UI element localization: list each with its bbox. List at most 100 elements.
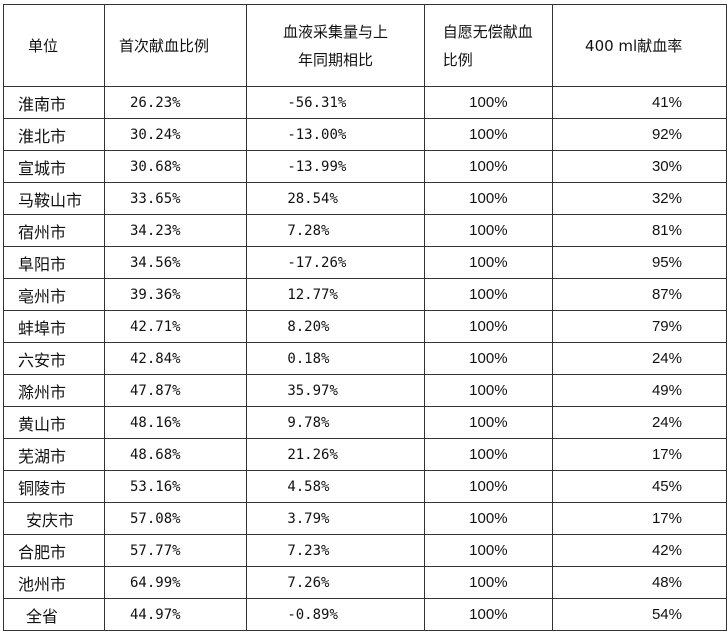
- cell-ml400: 92%: [552, 118, 727, 151]
- cell-first-ratio: 26.23%: [103, 86, 248, 119]
- cell-collection: -0.89%: [246, 598, 425, 631]
- cell-ml400: 32%: [552, 182, 727, 215]
- cell-voluntary: 100%: [423, 534, 554, 567]
- header-ml400-rate: 400 ml献血率: [552, 4, 727, 87]
- cell-collection: 7.28%: [246, 214, 425, 247]
- blood-donation-table-container: 单位 首次献血比例 血液采集量与上 年同期相比 自愿无偿献血 比例 400 ml…: [3, 4, 727, 631]
- cell-first-ratio: 57.08%: [103, 502, 248, 535]
- cell-collection: 7.23%: [246, 534, 425, 567]
- table-row: 合肥市 57.77% 7.23% 100% 42%: [3, 534, 727, 567]
- cell-voluntary: 100%: [423, 214, 554, 247]
- cell-first-ratio: 47.87%: [103, 374, 248, 407]
- cell-unit: 黄山市: [3, 406, 105, 439]
- cell-voluntary: 100%: [423, 502, 554, 535]
- table-row: 滁州市 47.87% 35.97% 100% 49%: [3, 374, 727, 407]
- cell-ml400: 49%: [552, 374, 727, 407]
- cell-unit: 阜阳市: [3, 246, 105, 279]
- table-row: 蚌埠市 42.71% 8.20% 100% 79%: [3, 310, 727, 343]
- cell-unit: 亳州市: [3, 278, 105, 311]
- cell-ml400: 17%: [552, 502, 727, 535]
- cell-first-ratio: 42.84%: [103, 342, 248, 375]
- cell-ml400: 48%: [552, 566, 727, 599]
- cell-voluntary: 100%: [423, 566, 554, 599]
- table-row: 亳州市 39.36% 12.77% 100% 87%: [3, 278, 727, 311]
- blood-donation-table: 单位 首次献血比例 血液采集量与上 年同期相比 自愿无偿献血 比例 400 ml…: [3, 4, 727, 631]
- cell-collection: -56.31%: [246, 86, 425, 119]
- cell-first-ratio: 30.24%: [103, 118, 248, 151]
- table-row: 池州市 64.99% 7.26% 100% 48%: [3, 566, 727, 599]
- cell-collection: 7.26%: [246, 566, 425, 599]
- table-row: 芜湖市 48.68% 21.26% 100% 17%: [3, 438, 727, 471]
- cell-voluntary: 100%: [423, 470, 554, 503]
- cell-ml400: 81%: [552, 214, 727, 247]
- cell-collection: -13.99%: [246, 150, 425, 183]
- cell-ml400: 45%: [552, 470, 727, 503]
- cell-unit: 合肥市: [3, 534, 105, 567]
- cell-ml400: 79%: [552, 310, 727, 343]
- cell-unit: 滁州市: [3, 374, 105, 407]
- cell-unit: 宣城市: [3, 150, 105, 183]
- cell-voluntary: 100%: [423, 438, 554, 471]
- header-unit: 单位: [3, 4, 105, 87]
- header-voluntary-line2: 比例: [442, 50, 473, 69]
- cell-unit: 淮南市: [3, 86, 105, 119]
- cell-first-ratio: 39.36%: [103, 278, 248, 311]
- header-voluntary-line1: 自愿无偿献血: [442, 22, 533, 41]
- table-row: 淮南市 26.23% -56.31% 100% 41%: [3, 86, 727, 119]
- cell-voluntary: 100%: [423, 310, 554, 343]
- cell-collection: 12.77%: [246, 278, 425, 311]
- cell-collection: -17.26%: [246, 246, 425, 279]
- cell-unit: 安庆市: [3, 502, 105, 535]
- table-row: 全省 44.97% -0.89% 100% 54%: [3, 598, 727, 631]
- cell-unit: 池州市: [3, 566, 105, 599]
- table-row: 宣城市 30.68% -13.99% 100% 30%: [3, 150, 727, 183]
- header-collection-line2: 年同期相比: [298, 50, 374, 69]
- cell-collection: 28.54%: [246, 182, 425, 215]
- table-row: 安庆市 57.08% 3.79% 100% 17%: [3, 502, 727, 535]
- cell-unit: 全省: [3, 598, 105, 631]
- cell-ml400: 54%: [552, 598, 727, 631]
- header-voluntary: 自愿无偿献血 比例: [423, 4, 554, 87]
- cell-first-ratio: 34.23%: [103, 214, 248, 247]
- cell-ml400: 24%: [552, 342, 727, 375]
- table-header-row: 单位 首次献血比例 血液采集量与上 年同期相比 自愿无偿献血 比例 400 ml…: [3, 4, 727, 87]
- cell-collection: 4.58%: [246, 470, 425, 503]
- cell-voluntary: 100%: [423, 246, 554, 279]
- cell-voluntary: 100%: [423, 598, 554, 631]
- cell-voluntary: 100%: [423, 150, 554, 183]
- cell-collection: 8.20%: [246, 310, 425, 343]
- cell-voluntary: 100%: [423, 278, 554, 311]
- cell-ml400: 95%: [552, 246, 727, 279]
- cell-ml400: 30%: [552, 150, 727, 183]
- cell-first-ratio: 42.71%: [103, 310, 248, 343]
- header-collection-line1: 血液采集量与上: [283, 22, 389, 41]
- cell-voluntary: 100%: [423, 374, 554, 407]
- cell-collection: 0.18%: [246, 342, 425, 375]
- cell-voluntary: 100%: [423, 182, 554, 215]
- table-row: 宿州市 34.23% 7.28% 100% 81%: [3, 214, 727, 247]
- cell-first-ratio: 64.99%: [103, 566, 248, 599]
- cell-first-ratio: 57.77%: [103, 534, 248, 567]
- cell-unit: 马鞍山市: [3, 182, 105, 215]
- cell-voluntary: 100%: [423, 86, 554, 119]
- table-row: 六安市 42.84% 0.18% 100% 24%: [3, 342, 727, 375]
- cell-ml400: 42%: [552, 534, 727, 567]
- header-collection: 血液采集量与上 年同期相比: [246, 4, 425, 87]
- table-row: 黄山市 48.16% 9.78% 100% 24%: [3, 406, 727, 439]
- cell-first-ratio: 44.97%: [103, 598, 248, 631]
- cell-collection: 35.97%: [246, 374, 425, 407]
- cell-unit: 宿州市: [3, 214, 105, 247]
- cell-first-ratio: 30.68%: [103, 150, 248, 183]
- cell-first-ratio: 53.16%: [103, 470, 248, 503]
- cell-ml400: 17%: [552, 438, 727, 471]
- cell-unit: 芜湖市: [3, 438, 105, 471]
- cell-collection: 9.78%: [246, 406, 425, 439]
- cell-unit: 淮北市: [3, 118, 105, 151]
- cell-unit: 蚌埠市: [3, 310, 105, 343]
- cell-first-ratio: 48.68%: [103, 438, 248, 471]
- cell-first-ratio: 48.16%: [103, 406, 248, 439]
- cell-collection: 3.79%: [246, 502, 425, 535]
- cell-voluntary: 100%: [423, 118, 554, 151]
- table-row: 马鞍山市 33.65% 28.54% 100% 32%: [3, 182, 727, 215]
- table-row: 铜陵市 53.16% 4.58% 100% 45%: [3, 470, 727, 503]
